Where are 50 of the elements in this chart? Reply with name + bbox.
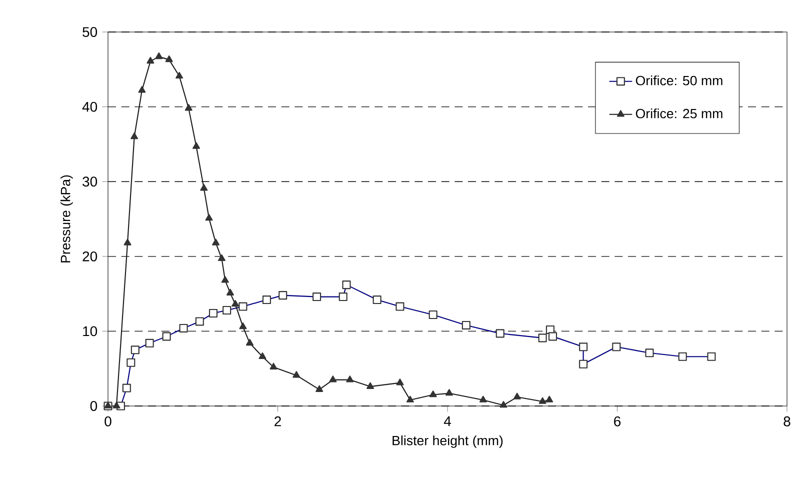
point [176, 72, 184, 79]
point [112, 402, 120, 408]
point [445, 389, 453, 396]
point [146, 56, 154, 64]
x-axis-title: Blister height (mm) [392, 435, 503, 448]
y-axis-title: Pressure (kPa) [60, 175, 73, 262]
point [500, 400, 508, 408]
x-tick-label: 8 [784, 416, 790, 426]
point [205, 214, 213, 221]
x-tick-label: 4 [444, 416, 451, 426]
point [246, 338, 254, 346]
point [258, 352, 266, 360]
legend-label: Orifice: 50 mm [636, 76, 722, 86]
point [406, 396, 414, 402]
point [538, 397, 546, 404]
point [212, 238, 220, 246]
y-tick-label: 40 [82, 102, 98, 112]
point [218, 254, 226, 262]
x-tick-label: 2 [274, 416, 281, 426]
point [221, 276, 229, 283]
point [130, 132, 138, 140]
point [329, 376, 337, 382]
point [192, 142, 200, 149]
point [346, 376, 354, 382]
x-tick-label: 6 [614, 416, 621, 426]
point [479, 396, 487, 402]
point [138, 86, 146, 93]
point [366, 382, 374, 389]
point [232, 300, 240, 307]
point [124, 238, 132, 246]
point [396, 378, 404, 386]
y-tick-label: 10 [83, 326, 98, 336]
point [292, 371, 300, 378]
point [226, 288, 234, 296]
point [270, 362, 278, 370]
point [155, 52, 163, 60]
point [200, 184, 208, 191]
point [239, 322, 247, 330]
x-tick-label: 0 [104, 416, 112, 426]
y-tick-label: 30 [82, 176, 98, 187]
point [546, 396, 554, 402]
y-tick-label: 0 [90, 401, 98, 411]
legend-label: Orifice: 25 mm [636, 108, 722, 118]
point [316, 385, 324, 392]
point [184, 104, 192, 111]
y-tick-label: 50 [82, 27, 98, 37]
point [429, 390, 437, 398]
y-tick-label: 20 [82, 251, 98, 262]
point [165, 55, 173, 62]
point [513, 392, 521, 400]
